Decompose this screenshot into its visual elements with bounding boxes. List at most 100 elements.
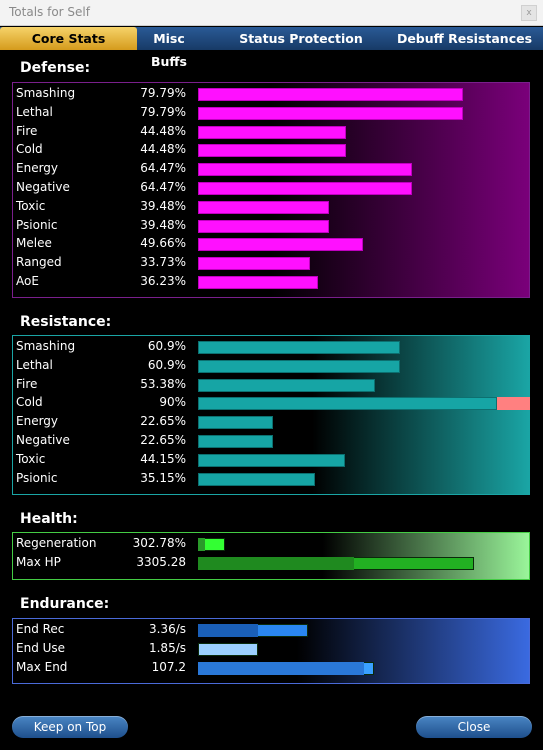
endurance-value: 107.2 bbox=[151, 659, 186, 674]
resistance-bar bbox=[198, 472, 315, 486]
endurance-title: Endurance: bbox=[20, 596, 110, 612]
defense-label: Melee bbox=[16, 236, 52, 251]
resistance-label: Fire bbox=[16, 376, 38, 391]
resistance-label: Energy bbox=[16, 414, 59, 429]
defense-value: 64.47% bbox=[140, 161, 186, 176]
resistance-row-cold: Cold 90% bbox=[13, 394, 530, 412]
defense-row-toxic: Toxic 39.48% bbox=[13, 198, 529, 216]
tab-status-protection[interactable]: Status Protection bbox=[239, 31, 363, 46]
health-panel: Regeneration 302.78% Max HP 3305.28 bbox=[12, 532, 530, 580]
defense-bar bbox=[198, 219, 330, 233]
defense-label: Energy bbox=[16, 161, 59, 176]
resistance-value: 35.15% bbox=[140, 470, 186, 485]
defense-bar bbox=[198, 106, 463, 120]
defense-bar bbox=[198, 182, 413, 195]
tab-misc-buffs[interactable]: Misc Buffs bbox=[151, 31, 187, 69]
resistance-bar bbox=[198, 435, 274, 448]
endurance-label: End Use bbox=[16, 640, 66, 655]
health-value: 3305.28 bbox=[136, 554, 186, 569]
resistance-title: Resistance: bbox=[20, 314, 112, 330]
resistance-value: 44.15% bbox=[140, 451, 186, 466]
resistance-bar bbox=[198, 341, 401, 354]
health-label: Regeneration bbox=[16, 536, 97, 550]
defense-row-fire: Fire 44.48% bbox=[13, 123, 529, 141]
defense-value: 64.47% bbox=[140, 180, 186, 194]
endurance-row-end-use: End Use 1.85/s bbox=[13, 640, 529, 658]
endurance-value: 1.85/s bbox=[148, 640, 186, 655]
defense-label: Negative bbox=[16, 180, 70, 194]
defense-label: Lethal bbox=[16, 104, 53, 119]
defense-row-psionic: Psionic 39.48% bbox=[13, 217, 529, 235]
defense-value: 79.79% bbox=[140, 104, 186, 119]
endurance-base-bar bbox=[198, 624, 258, 637]
resistance-value: 22.65% bbox=[140, 414, 186, 429]
endurance-base-bar bbox=[198, 661, 364, 675]
defense-label: Fire bbox=[16, 123, 38, 138]
defense-value: 39.48% bbox=[140, 217, 186, 232]
defense-bar bbox=[198, 88, 463, 101]
defense-bar bbox=[198, 200, 330, 214]
resistance-bar bbox=[198, 378, 376, 392]
health-row-max-hp: Max HP 3305.28 bbox=[13, 554, 529, 572]
close-button[interactable]: Close bbox=[416, 716, 532, 738]
defense-row-lethal: Lethal 79.79% bbox=[13, 104, 529, 122]
defense-panel: Smashing 79.79% Lethal 79.79% Fire 44.48% Cold… bbox=[12, 82, 530, 298]
defense-bar bbox=[198, 276, 319, 289]
defense-label: Smashing bbox=[16, 86, 76, 100]
health-value: 302.78% bbox=[132, 536, 186, 550]
resistance-row-toxic: Toxic 44.15% bbox=[13, 451, 529, 469]
defense-label: Toxic bbox=[16, 198, 46, 213]
resistance-value: 60.9% bbox=[147, 339, 186, 353]
resistance-label: Cold bbox=[16, 395, 43, 410]
resistance-row-smashing: Smashing 60.9% bbox=[13, 338, 529, 356]
close-icon[interactable]: x bbox=[521, 5, 537, 21]
defense-title: Defense: bbox=[20, 60, 91, 76]
defense-label: Psionic bbox=[16, 217, 58, 232]
resistance-row-energy: Energy 22.65% bbox=[13, 413, 529, 431]
endurance-panel: End Rec 3.36/s End Use 1.85/s Max End 107.2 bbox=[12, 618, 530, 684]
defense-label: Cold bbox=[16, 142, 43, 157]
resistance-label: Lethal bbox=[16, 357, 53, 372]
defense-row-ranged: Ranged 33.73% bbox=[13, 254, 529, 272]
tab-core-stats[interactable]: Core Stats bbox=[0, 27, 137, 50]
defense-value: 36.23% bbox=[140, 274, 186, 288]
tab-bar: Core Stats Misc Buffs Status Protection … bbox=[0, 27, 543, 69]
resistance-label: Psionic bbox=[16, 470, 58, 485]
health-base-bar bbox=[198, 538, 205, 551]
health-title: Health: bbox=[20, 511, 78, 527]
defense-row-smashing: Smashing 79.79% bbox=[13, 85, 529, 103]
endurance-bar bbox=[198, 642, 258, 656]
endurance-value: 3.36/s bbox=[148, 622, 186, 636]
defense-bar bbox=[198, 163, 413, 177]
resistance-bar bbox=[198, 416, 274, 430]
endurance-label: End Rec bbox=[16, 622, 65, 636]
resistance-bar bbox=[198, 453, 345, 467]
resistance-overcap-bar bbox=[496, 397, 530, 411]
resistance-value: 22.65% bbox=[140, 433, 186, 447]
resistance-panel: Smashing 60.9% Lethal 60.9% Fire 53.38% Cold 90… bbox=[12, 335, 530, 495]
defense-row-energy: Energy 64.47% bbox=[13, 160, 529, 178]
defense-bar bbox=[198, 238, 363, 252]
defense-bar bbox=[198, 144, 346, 158]
resistance-value: 53.38% bbox=[140, 376, 186, 391]
resistance-label: Smashing bbox=[16, 339, 76, 353]
title-bar: Totals for Self x bbox=[0, 0, 543, 26]
endurance-row-end-rec: End Rec 3.36/s bbox=[13, 621, 529, 639]
health-base-bar bbox=[198, 556, 355, 570]
defense-row-aoe: AoE 36.23% bbox=[13, 273, 529, 291]
resistance-row-psionic: Psionic 35.15% bbox=[13, 470, 529, 488]
tab-debuff-resistances[interactable]: Debuff Resistances bbox=[396, 31, 533, 46]
resistance-row-fire: Fire 53.38% bbox=[13, 376, 529, 394]
endurance-label: Max End bbox=[16, 659, 68, 674]
resistance-row-lethal: Lethal 60.9% bbox=[13, 357, 529, 375]
resistance-value: 60.9% bbox=[147, 357, 186, 372]
keep-on-top-button[interactable]: Keep on Top bbox=[12, 716, 128, 738]
health-row-regeneration: Regeneration 302.78% bbox=[13, 535, 529, 553]
resistance-label: Toxic bbox=[16, 451, 46, 466]
window-title: Totals for Self bbox=[9, 5, 90, 19]
endurance-row-max-end: Max End 107.2 bbox=[13, 659, 529, 677]
defense-value: 44.48% bbox=[140, 123, 186, 138]
defense-label: AoE bbox=[16, 274, 39, 288]
defense-value: 39.48% bbox=[140, 198, 186, 213]
resistance-label: Negative bbox=[16, 433, 70, 447]
